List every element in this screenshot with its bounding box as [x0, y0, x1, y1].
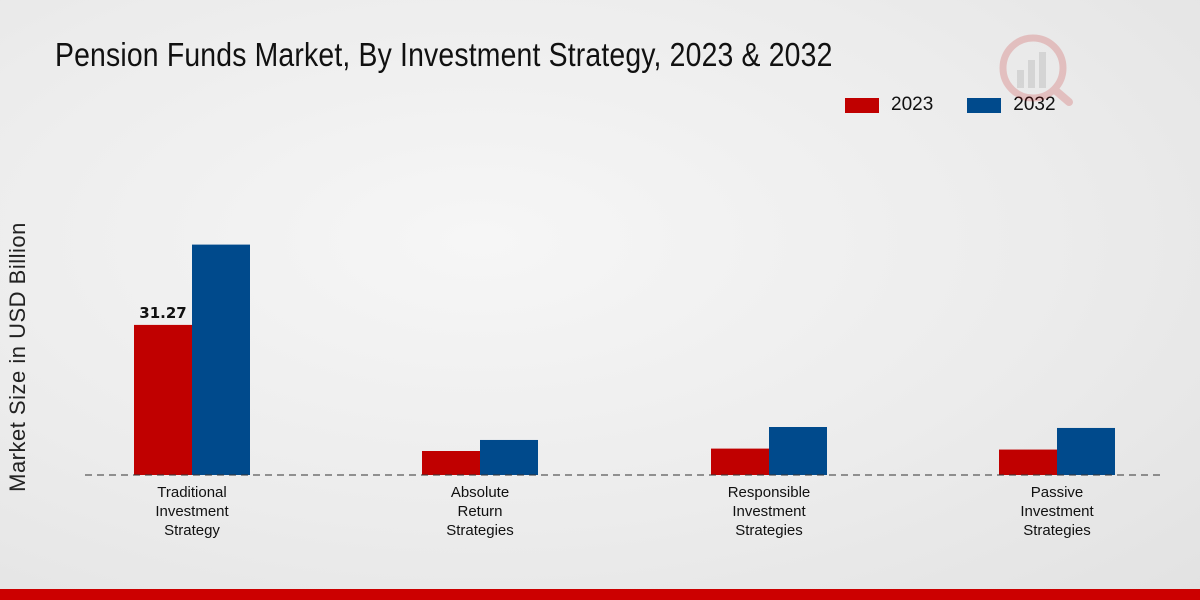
x-tick-label-line: Investment	[155, 503, 229, 520]
x-tick-label-1: Absolute Return Strategies	[446, 484, 514, 539]
x-tick-label-line: Return	[457, 503, 502, 520]
x-tick-label-line: Investment	[1020, 503, 1094, 520]
legend-item-2032: 2032	[967, 94, 1056, 116]
legend-label-2023: 2023	[891, 94, 934, 115]
legend-item-2023: 2023	[845, 94, 933, 116]
bar-2023-3	[999, 449, 1057, 475]
bar-2032-2	[769, 427, 827, 475]
watermark-logo-icon	[999, 34, 1073, 106]
bar-2032-1	[480, 439, 538, 475]
x-tick-label-2: Responsible Investment Strategies	[728, 484, 811, 539]
legend-swatch-2032	[967, 97, 1002, 113]
x-tick-label-line: Strategy	[164, 522, 220, 539]
x-tick-label-line: Passive	[1031, 484, 1084, 501]
bar-2023-0	[134, 324, 192, 475]
footer-bar	[0, 589, 1200, 600]
bar-2032-0	[192, 244, 250, 475]
legend-swatch-2023	[845, 97, 879, 113]
x-tick-label-line: Investment	[732, 503, 806, 520]
x-tick-label-0: Traditional Investment Strategy	[155, 484, 229, 539]
x-tick-label-line: Strategies	[735, 522, 803, 539]
legend: 2023 2032	[845, 94, 1090, 116]
legend-label-2032: 2032	[1013, 94, 1056, 115]
bar-2023-1	[422, 451, 480, 475]
data-label-0: 31.27	[139, 304, 186, 322]
x-tick-label-3: Passive Investment Strategies	[1020, 484, 1094, 539]
x-tick-label-line: Traditional	[157, 484, 226, 501]
chart-title: Pension Funds Market, By Investment Stra…	[55, 36, 833, 73]
bar-2032-3	[1057, 427, 1115, 475]
x-tick-label-line: Strategies	[446, 522, 514, 539]
bar-2023-2	[711, 448, 769, 475]
x-tick-label-line: Absolute	[451, 484, 509, 501]
x-tick-label-line: Responsible	[728, 484, 811, 501]
x-tick-label-line: Strategies	[1023, 522, 1091, 539]
